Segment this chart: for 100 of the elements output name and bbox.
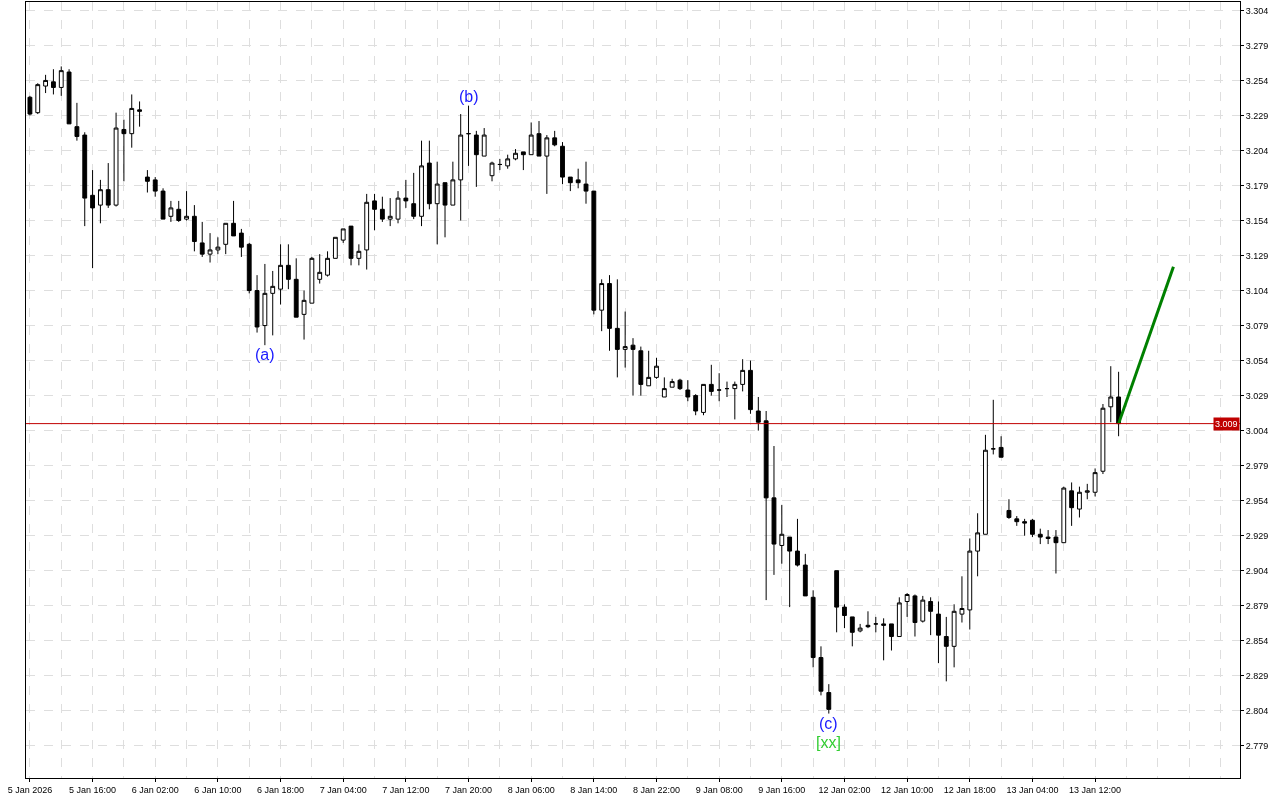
candlestick bbox=[520, 151, 526, 171]
candlestick bbox=[442, 182, 448, 238]
x-tick-label: 6 Jan 02:00 bbox=[131, 784, 179, 795]
y-tick-label: 3.204 bbox=[1245, 145, 1269, 156]
y-tick-label: 3.104 bbox=[1245, 285, 1269, 296]
candlestick bbox=[677, 378, 683, 391]
candlestick bbox=[113, 112, 119, 208]
candlestick bbox=[646, 350, 652, 387]
candlestick bbox=[732, 381, 738, 420]
candlestick bbox=[983, 434, 988, 535]
y-tick-label: 3.304 bbox=[1245, 5, 1269, 16]
x-tick-label: 9 Jan 16:00 bbox=[758, 784, 806, 795]
candlestick bbox=[536, 120, 542, 157]
candlestick bbox=[599, 278, 605, 332]
candlestick bbox=[231, 200, 236, 237]
candlestick bbox=[1108, 365, 1114, 423]
candlestick bbox=[779, 504, 785, 565]
candlestick bbox=[66, 68, 72, 125]
candlestick bbox=[669, 378, 675, 388]
candlestick bbox=[560, 141, 565, 185]
y-tick-label: 3.079 bbox=[1245, 320, 1269, 331]
x-tick-label: 8 Jan 22:00 bbox=[632, 784, 681, 795]
candlestick bbox=[802, 553, 808, 597]
candlestick bbox=[810, 589, 816, 668]
candlestick bbox=[716, 372, 722, 402]
candlestick bbox=[246, 242, 252, 294]
candlestick bbox=[238, 228, 244, 258]
y-tick-label: 3.179 bbox=[1245, 180, 1269, 191]
candlestick bbox=[82, 131, 88, 227]
candlestick bbox=[144, 169, 150, 193]
candlestick bbox=[293, 257, 299, 318]
candlestick bbox=[1077, 486, 1082, 518]
candlestick bbox=[708, 364, 714, 397]
x-tick-label: 7 Jan 12:00 bbox=[382, 784, 430, 795]
candlestick bbox=[583, 161, 589, 205]
candlestick bbox=[614, 278, 620, 378]
candlestick bbox=[191, 204, 197, 252]
candlestick bbox=[215, 236, 221, 255]
y-tick-label: 2.879 bbox=[1245, 600, 1269, 611]
candlestick bbox=[990, 399, 996, 455]
candlestick bbox=[654, 357, 659, 380]
candlestick bbox=[489, 161, 495, 182]
x-tick-label: 7 Jan 04:00 bbox=[319, 784, 367, 795]
x-tick-label: 13 Jan 04:00 bbox=[1006, 784, 1059, 795]
x-tick-label: 6 Jan 10:00 bbox=[194, 784, 242, 795]
candlestick bbox=[58, 65, 64, 97]
candlestick bbox=[207, 232, 213, 264]
candlestick bbox=[575, 168, 581, 189]
x-tick-label: 5 Jan 16:00 bbox=[69, 784, 117, 795]
candlestick bbox=[1069, 481, 1075, 527]
candlestick bbox=[889, 623, 894, 652]
candlestick bbox=[849, 616, 855, 647]
candlestick bbox=[1045, 529, 1051, 545]
x-tick-label: 9 Jan 08:00 bbox=[695, 784, 743, 795]
candlestick bbox=[199, 221, 205, 258]
candlestick bbox=[513, 148, 518, 161]
candlestick bbox=[528, 121, 534, 156]
x-tick-label: 7 Jan 20:00 bbox=[445, 784, 493, 795]
candlestick bbox=[928, 596, 934, 636]
ref-line-label: 3.009 bbox=[1215, 419, 1238, 429]
candlestick bbox=[701, 383, 706, 416]
candlestick bbox=[842, 603, 847, 629]
candlestick bbox=[896, 596, 902, 638]
candlestick bbox=[301, 290, 307, 341]
candlestick bbox=[356, 243, 362, 266]
candlestick bbox=[661, 376, 667, 398]
candlestick bbox=[481, 127, 487, 157]
candlestick bbox=[325, 250, 330, 278]
candlestick bbox=[50, 68, 56, 95]
y-tick-label: 3.254 bbox=[1245, 75, 1269, 86]
candlestick bbox=[920, 595, 926, 624]
candlestick bbox=[755, 396, 761, 432]
candlestick bbox=[881, 617, 887, 661]
candlestick bbox=[685, 379, 691, 402]
candlestick bbox=[497, 158, 503, 171]
annotation: (c) bbox=[819, 715, 838, 732]
candlestick bbox=[340, 228, 346, 244]
candlestick bbox=[419, 140, 424, 227]
candlestick bbox=[567, 176, 573, 192]
candlestick bbox=[176, 200, 182, 223]
annotation: (a) bbox=[255, 346, 275, 363]
candlestick bbox=[262, 263, 268, 346]
candlestick bbox=[943, 616, 949, 682]
candlestick bbox=[936, 601, 941, 664]
y-tick-label: 3.029 bbox=[1245, 390, 1269, 401]
candlestick bbox=[763, 410, 769, 601]
y-tick-label: 2.979 bbox=[1245, 460, 1269, 471]
candlestick bbox=[450, 161, 456, 206]
x-tick-label: 5 Jan 2026 bbox=[7, 784, 53, 795]
candlestick bbox=[630, 337, 636, 397]
candlestick bbox=[90, 169, 95, 269]
x-tick-label: 12 Jan 10:00 bbox=[881, 784, 934, 795]
x-tick-label: 12 Jan 02:00 bbox=[818, 784, 871, 795]
candlestick bbox=[278, 243, 283, 306]
candlestick bbox=[184, 190, 189, 220]
candlestick bbox=[1030, 518, 1035, 538]
candlestick bbox=[152, 176, 158, 198]
candlestick bbox=[364, 193, 370, 271]
candlestick bbox=[740, 358, 746, 392]
candlestick bbox=[137, 100, 142, 128]
